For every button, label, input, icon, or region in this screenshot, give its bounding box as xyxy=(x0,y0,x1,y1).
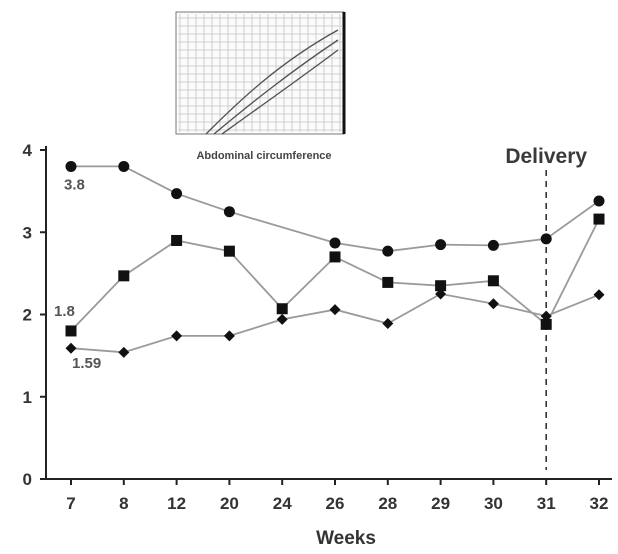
data-point-square xyxy=(329,251,341,263)
data-point-square xyxy=(118,270,130,282)
y-tick-label: 4 xyxy=(23,141,33,160)
data-point-circle xyxy=(435,239,447,251)
x-tick-label: 12 xyxy=(167,494,186,513)
inset-growth-curve xyxy=(221,49,339,135)
inset-growth-curves xyxy=(205,29,339,135)
data-point-circle xyxy=(65,160,77,172)
series-line-1 xyxy=(71,165,600,253)
inset-growth-chart: Abdominal circumference xyxy=(175,11,346,162)
data-point-circle xyxy=(382,245,394,257)
delivery-label: Delivery xyxy=(505,145,587,168)
inset-title: Abdominal circumference xyxy=(196,150,331,162)
inset-growth-curve xyxy=(205,29,339,135)
data-annotations: 3.8 1.8 1.59 xyxy=(54,176,101,372)
data-point-circle xyxy=(329,237,341,249)
x-tick-label: 31 xyxy=(537,494,556,513)
data-point-diamond xyxy=(223,330,235,342)
series-markers xyxy=(65,160,605,358)
data-label: 3.8 xyxy=(64,176,85,193)
x-tick-label: 8 xyxy=(119,494,128,513)
x-tick-label: 26 xyxy=(326,494,345,513)
data-point-circle xyxy=(487,239,499,251)
inset-growth-curve xyxy=(213,39,339,135)
data-point-square xyxy=(540,318,552,330)
data-point-diamond xyxy=(65,342,77,354)
data-point-diamond xyxy=(487,298,499,310)
data-point-square xyxy=(276,303,288,315)
delivery-line-group: Delivery xyxy=(505,145,587,470)
x-tick-label: 28 xyxy=(378,494,397,513)
data-point-square xyxy=(593,213,605,225)
y-tick-label: 3 xyxy=(23,223,32,242)
y-tick-label: 1 xyxy=(23,388,32,407)
data-point-circle xyxy=(593,195,605,207)
x-tick-label: 32 xyxy=(590,494,609,513)
data-point-square xyxy=(382,276,394,288)
x-tick-label: 24 xyxy=(273,494,292,513)
y-axis: 0 1 2 3 4 xyxy=(23,141,47,489)
data-point-diamond xyxy=(276,313,288,325)
x-tick-label: 30 xyxy=(484,494,503,513)
y-tick-label: 0 xyxy=(23,470,32,489)
x-tick-label: 7 xyxy=(66,494,75,513)
data-point-circle xyxy=(223,206,235,218)
data-point-circle xyxy=(118,160,130,172)
x-tick-label: 20 xyxy=(220,494,239,513)
data-point-diamond xyxy=(382,318,394,330)
data-label: 1.59 xyxy=(72,355,101,372)
data-point-diamond xyxy=(171,330,183,342)
x-axis: 7 8 12 20 24 26 28 29 30 31 32 xyxy=(46,478,612,513)
data-point-square xyxy=(223,245,235,257)
data-point-diamond xyxy=(540,310,552,322)
data-point-diamond xyxy=(593,289,605,301)
x-axis-title: Weeks xyxy=(316,528,376,549)
data-point-square xyxy=(171,234,183,246)
x-tick-label: 29 xyxy=(431,494,450,513)
data-label: 1.8 xyxy=(54,303,75,320)
data-point-diamond xyxy=(435,288,447,300)
data-point-diamond xyxy=(329,304,341,316)
data-point-square xyxy=(435,280,447,292)
data-point-square xyxy=(487,275,499,287)
data-point-circle xyxy=(171,188,183,200)
data-point-square xyxy=(65,325,77,337)
data-point-circle xyxy=(540,233,552,245)
data-point-diamond xyxy=(118,346,130,358)
y-tick-label: 2 xyxy=(23,306,32,325)
